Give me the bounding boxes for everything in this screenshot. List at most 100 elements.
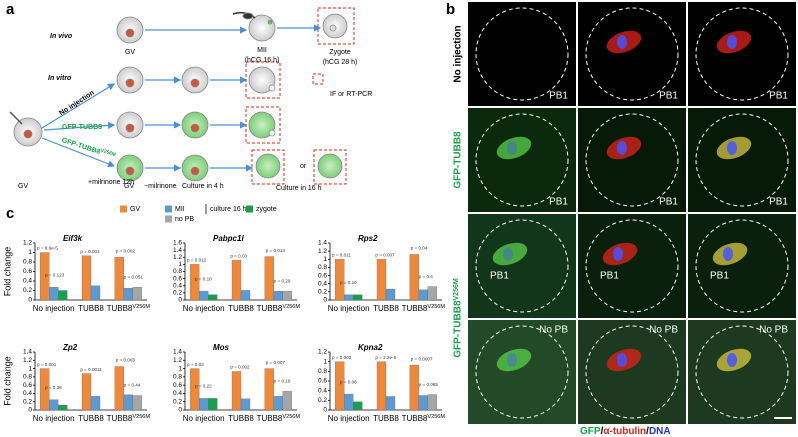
micrograph xyxy=(468,214,576,318)
p-value: p = 0.03 xyxy=(187,362,204,367)
y-tick-label: 0 xyxy=(178,297,182,304)
pb-label: No PB xyxy=(649,325,678,336)
y-tick-label: 0.6 xyxy=(173,275,182,282)
p-value: p = 0.4 xyxy=(419,274,434,279)
legend-swatch xyxy=(165,205,172,213)
y-tick-label: 1.4 xyxy=(318,240,327,247)
row-label: No injection xyxy=(453,25,464,82)
x-tick-label: TUBB8V256M xyxy=(257,414,301,423)
y-tick-label: 1.4 xyxy=(173,349,182,356)
chromosomes xyxy=(617,35,627,49)
oocyte-outline xyxy=(695,7,789,101)
panel-c: c culture 16 h GV MII zygote no PB xyxy=(6,204,277,223)
cells xyxy=(13,11,348,182)
p-value: p = 0.22 xyxy=(195,384,212,389)
y-tick-label: 1.2 xyxy=(173,357,182,364)
x-tick-label: No injection xyxy=(183,414,225,423)
bar xyxy=(409,364,419,411)
y-tick-label: 0.4 xyxy=(318,280,327,287)
bar-chart: 0 0.2 0.4 0.6 0.8 1 1.2 Kpna2 No injection TUBB8 T… xyxy=(318,343,445,423)
pb-label: PB1 xyxy=(549,197,568,208)
arrows xyxy=(41,24,322,172)
p-value: p = 0.44 xyxy=(124,383,141,388)
bar xyxy=(240,398,251,411)
p-value: p = 0.001 xyxy=(37,362,57,367)
y-tick-label: 0.2 xyxy=(23,398,32,405)
cell-label: GV xyxy=(18,183,28,190)
bar-chart: 0 0.20.40.60.8 11.21.4 Zp2 Fold change No inj… xyxy=(2,343,150,423)
chart-title: Eif3k xyxy=(63,234,83,243)
p-value: p = 0.10 xyxy=(340,280,357,285)
bar xyxy=(282,391,292,411)
y-tick-label: 0 xyxy=(28,297,32,304)
y-tick-label: 1.4 xyxy=(23,349,32,356)
chromosomes xyxy=(617,353,627,367)
y-tick-label: 1.2 xyxy=(173,254,182,261)
y-tick-label: 0.4 xyxy=(23,390,32,397)
y-tick-label: 0.2 xyxy=(173,290,182,297)
bar xyxy=(40,368,50,411)
micrograph xyxy=(688,108,796,212)
row-label: In vitro xyxy=(48,75,72,82)
y-tick-label: 1 xyxy=(323,358,327,365)
micrograph xyxy=(468,2,576,106)
p-value: p = 0.007 xyxy=(375,253,395,258)
panel-label: a xyxy=(6,1,15,18)
bar xyxy=(81,373,92,411)
p-value: p = 0.03 xyxy=(230,253,247,258)
y-tick-label: 0 xyxy=(178,407,182,414)
bar xyxy=(353,294,363,301)
chromosomes xyxy=(617,141,627,155)
oocyte-outline xyxy=(585,113,679,207)
panel-label: b xyxy=(446,1,455,18)
chromosomes xyxy=(613,247,623,261)
spindle xyxy=(492,242,528,266)
p-value: p = 6.6e-5 xyxy=(37,246,58,251)
legend-swatch xyxy=(165,215,172,223)
p-value: p = 0.065 xyxy=(419,382,439,387)
p-value: p = 0.002 xyxy=(116,248,136,253)
bar xyxy=(273,396,283,411)
y-tick-label: 0.2 xyxy=(23,287,32,294)
p-value: p = 0.29 xyxy=(274,278,291,283)
spindle xyxy=(496,136,532,160)
pb-label: PB1 xyxy=(769,197,788,208)
oocyte-outline xyxy=(695,325,789,419)
y-tick-label: 1 xyxy=(28,249,32,256)
chromosomes xyxy=(503,247,513,261)
oocyte-outline xyxy=(475,7,569,101)
p-value: p = 0.011 xyxy=(332,253,351,258)
condition: No injection xyxy=(58,90,95,118)
micrograph xyxy=(578,214,686,318)
y-tick-label: 0.2 xyxy=(318,397,327,404)
x-tick-label: TUBB8 xyxy=(78,304,104,313)
y-tick-label: 1 xyxy=(178,365,182,372)
pb-label: PB1 xyxy=(710,271,729,282)
y-tick-label: 0.6 xyxy=(318,378,327,385)
bar xyxy=(114,257,124,301)
bar xyxy=(190,264,200,301)
legend-label: MII xyxy=(175,206,185,213)
y-tick-label: 0.8 xyxy=(23,259,32,266)
cell-label: GV xyxy=(125,49,135,56)
caption: GFP/α-tubulin/DNA xyxy=(580,426,671,437)
note: Culture in 4 h xyxy=(182,183,224,190)
bar xyxy=(231,259,242,301)
y-tick-label: 0.8 xyxy=(173,374,182,381)
bar xyxy=(208,294,218,301)
condition: GFP-TUBB8 xyxy=(62,124,102,131)
row-label: GFP-TUBB8 xyxy=(453,131,464,189)
p-value: p = 0.0011 xyxy=(80,367,102,372)
bar xyxy=(385,288,396,301)
oocyte-outline xyxy=(475,219,569,313)
y-tick-label: 0.8 xyxy=(318,368,327,375)
y-tick-label: 1 xyxy=(323,256,327,263)
bar xyxy=(90,396,101,411)
x-tick-label: TUBB8V256M xyxy=(107,304,151,313)
y-tick-label: 1.2 xyxy=(23,240,32,247)
bar xyxy=(335,361,345,411)
x-tick-label: TUBB8 xyxy=(228,304,254,313)
p-value: p = 0.123 xyxy=(45,272,65,277)
bar xyxy=(427,394,437,411)
